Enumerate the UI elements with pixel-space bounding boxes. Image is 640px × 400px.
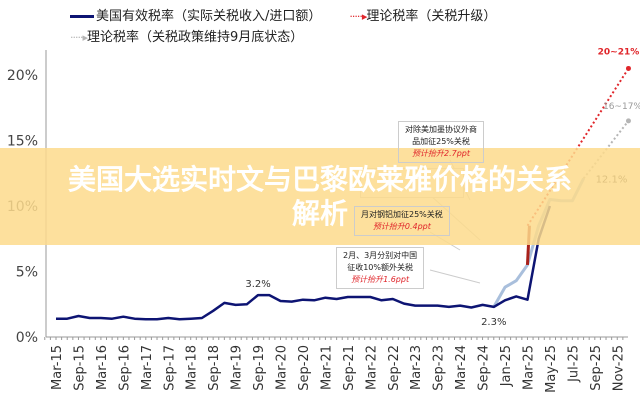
x-tick-label: Nov-25: [611, 345, 626, 391]
annotation-box: 月对钢铝加征25%关税 预计抬升0.4ppt: [354, 206, 450, 236]
annotation-note: 预计抬升1.6ppt: [351, 275, 410, 284]
annotation-text: 2月、3月分别对中国: [343, 251, 418, 260]
x-tick-label: Sep-21: [342, 345, 357, 391]
x-tick-label: Sep-19: [252, 345, 267, 391]
dotted-arrow-icon: ·····▸: [70, 31, 88, 44]
x-tick-label: Jul-25: [566, 345, 581, 383]
x-tick-label: Mar-19: [230, 345, 245, 390]
legend-item-sept: ·····▸ 理论税率（关税政策维持9月底状态）: [70, 27, 496, 48]
data-label: 2.3%: [481, 317, 506, 328]
series-line: [56, 205, 552, 321]
x-tick-label: Mar-24: [454, 345, 469, 390]
connector-arrow: [429, 269, 481, 284]
dotted-arrow-icon: ·····▸: [349, 10, 367, 23]
legend: 美国有效税率（实际关税收入/进口额） ·····▸ 理论税率（关税升级） ···…: [70, 6, 496, 48]
y-tick-label: 20%: [7, 68, 38, 84]
x-tick-label: Mar-20: [275, 345, 290, 390]
title-banner: 美国大选实时文与巴黎欧莱雅价格的关系解析: [0, 148, 640, 245]
x-tick-label: Sep-25: [589, 345, 604, 391]
legend-label: 理论税率（关税政策维持9月底状态）: [87, 30, 304, 45]
y-tick-label: 5%: [16, 265, 38, 281]
x-tick-label: Mar-18: [185, 345, 200, 390]
data-label: 3.2%: [245, 279, 270, 290]
legend-item-effective: 美国有效税率（实际关税收入/进口额） ·····▸ 理论税率（关税升级）: [70, 6, 496, 27]
y-tick-label: 15%: [7, 134, 38, 150]
arrow-head: [625, 65, 631, 71]
legend-label: 理论税率（关税升级）: [366, 9, 497, 24]
annotation-text: 月对钢铝加征25%关税: [361, 210, 443, 219]
x-tick-label: Mar-25: [521, 345, 536, 390]
legend-swatch: [70, 15, 94, 18]
data-label: 20~21%: [598, 47, 640, 57]
annotation-text: 对除美加墨协议外商: [405, 125, 477, 134]
x-tick-label: Sep-18: [207, 345, 222, 391]
x-tick-label: Mar-23: [409, 345, 424, 390]
y-tick-label: 0%: [16, 330, 38, 346]
x-tick-label: Sep-23: [432, 345, 447, 391]
x-tick-label: Mar-15: [50, 345, 65, 390]
x-tick-label: May-25: [544, 345, 559, 393]
annotation-note: 预计抬升0.4ppt: [372, 222, 431, 231]
x-tick-label: Sep-22: [387, 345, 402, 391]
annotation-box: 2月、3月分别对中国 征收10%额外关税 预计抬升1.6ppt: [336, 247, 425, 289]
x-tick-label: Mar-16: [95, 345, 110, 390]
annotation-text: 征收10%额外关税: [347, 263, 413, 272]
x-tick-label: Mar-17: [140, 345, 155, 390]
x-tick-label: Jan-25: [499, 345, 514, 387]
x-tick-label: Sep-20: [297, 345, 312, 391]
annotation-text: 品加征25%关税: [412, 137, 470, 146]
data-label: 16~17%: [603, 102, 640, 112]
legend-label: 美国有效税率（实际关税收入/进口额）: [96, 9, 322, 24]
x-tick-label: Sep-24: [477, 345, 492, 391]
x-tick-label: Sep-15: [72, 345, 87, 391]
x-tick-label: Sep-17: [162, 345, 177, 391]
arrow-head: [625, 118, 631, 124]
x-tick-label: Mar-22: [364, 345, 379, 390]
x-tick-label: Mar-21: [319, 345, 334, 390]
annotation-box: 对除美加墨协议外商 品加征25%关税 预计抬升2.7ppt: [398, 121, 484, 163]
annotation-note: 预计抬升2.7ppt: [411, 149, 470, 158]
banner-title: 美国大选实时文与巴黎欧莱雅价格的关系解析: [67, 162, 572, 230]
x-tick-label: Sep-16: [117, 345, 132, 391]
